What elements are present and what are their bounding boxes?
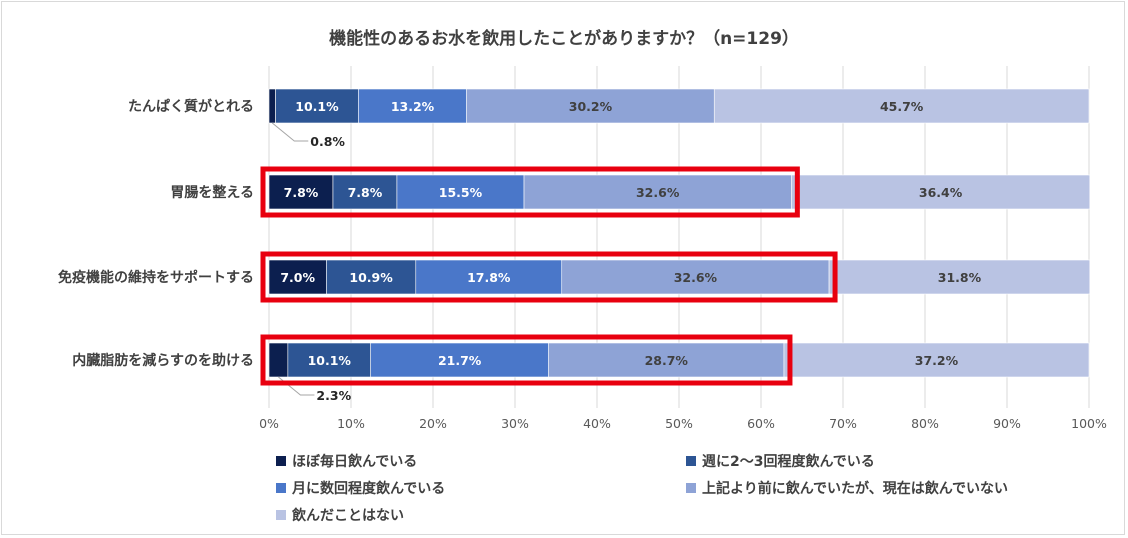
data-label: 30.2% (569, 99, 613, 114)
bar-segment (268, 342, 289, 378)
x-tick-label: 100% (1071, 416, 1107, 431)
x-tick-label: 30% (501, 416, 529, 431)
data-label: 7.8% (284, 185, 319, 200)
bar-segment (332, 174, 398, 210)
bar-segment (523, 174, 792, 210)
data-label: 7.0% (280, 270, 315, 285)
legend-swatch (276, 483, 286, 493)
highlight-boxes (260, 166, 838, 386)
data-label: 10.1% (308, 353, 352, 368)
bar-segment (396, 174, 525, 210)
bar-segment (791, 174, 1091, 210)
bar-segment (268, 174, 334, 210)
category-label: たんぱく質がとれる (128, 98, 254, 115)
highlight-box (260, 251, 838, 303)
highlight-box (260, 166, 800, 218)
bar-segment (287, 342, 371, 378)
data-label: 31.8% (938, 270, 982, 285)
legend-label: ほぼ毎日飲んでいる (292, 453, 417, 470)
legend-swatch (686, 456, 696, 466)
bar-segment (358, 88, 467, 124)
data-label-leader (278, 376, 315, 396)
data-label: 13.2% (391, 99, 435, 114)
highlight-box (260, 334, 793, 386)
x-tick-label: 20% (419, 416, 447, 431)
data-label: 17.8% (467, 270, 511, 285)
chart-title: 機能性のあるお水を飲用したことがありますか？（n=129） (329, 28, 799, 49)
bar-segment (268, 259, 327, 295)
legend-label: 飲んだことはない (291, 507, 404, 524)
data-label: 21.7% (438, 353, 482, 368)
legend-label: 週に2～3回程度飲んでいる (702, 453, 875, 470)
x-tick-label: 0% (259, 416, 279, 431)
x-tick-label: 90% (993, 416, 1021, 431)
bars: 0.8% 10.1% 13.2% 30.2% 45.7% 7.8% 7.8% 15.5% 32.… (268, 88, 1091, 403)
bar-segment (370, 342, 549, 378)
data-label: 0.8% (310, 134, 345, 149)
x-tick-label: 10% (337, 416, 365, 431)
bar-segment (548, 342, 785, 378)
x-tick-label: 40% (583, 416, 611, 431)
bar-segment (783, 342, 1090, 378)
category-label: 胃腸を整える (170, 184, 254, 201)
category-labels: たんぱく質がとれる胃腸を整える免疫機能の維持をサポートする内臓脂肪を減らすのを助… (58, 98, 254, 369)
data-label: 15.5% (439, 185, 483, 200)
x-axis-ticks: 0% 10% 20% 30% 40% 50% 60% 70% 80% 90% 100% (259, 416, 1107, 431)
data-label: 2.3% (316, 388, 351, 403)
data-label: 10.1% (295, 99, 339, 114)
data-label: 32.6% (674, 270, 718, 285)
bar-segment (466, 88, 715, 124)
bar-segment (713, 88, 1090, 124)
bar-segment (326, 259, 417, 295)
legend-label: 上記より前に飲んでいたが、現在は飲んでいない (702, 480, 1008, 497)
x-tick-label: 70% (829, 416, 857, 431)
data-label: 28.7% (645, 353, 689, 368)
category-label: 免疫機能の維持をサポートする (58, 269, 254, 286)
legend-swatch (276, 510, 286, 520)
data-label: 32.6% (636, 185, 680, 200)
legend-swatch (686, 483, 696, 493)
data-label: 7.8% (348, 185, 383, 200)
bar-segment (828, 259, 1091, 295)
data-label: 45.7% (880, 99, 924, 114)
x-tick-label: 50% (665, 416, 693, 431)
bar-segment (268, 88, 276, 124)
data-label: 10.9% (349, 270, 393, 285)
bar-segment (561, 259, 830, 295)
bar-segment (415, 259, 563, 295)
x-tick-label: 80% (911, 416, 939, 431)
data-label: 36.4% (919, 185, 963, 200)
bar-segment (275, 88, 359, 124)
data-label-leader (271, 122, 309, 142)
category-label: 内臓脂肪を減らすのを助ける (72, 352, 254, 369)
data-label: 37.2% (915, 353, 959, 368)
legend-swatch (276, 456, 286, 466)
x-tick-label: 60% (747, 416, 775, 431)
legend-label: 月に数回程度飲んでいる (291, 480, 445, 497)
